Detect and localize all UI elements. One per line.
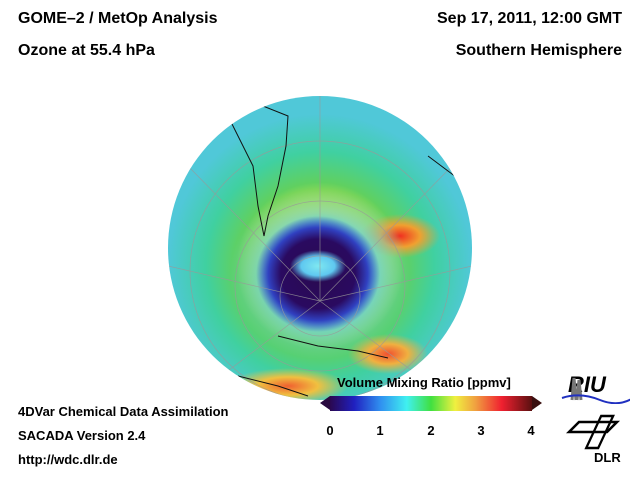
coastlines xyxy=(227,105,472,397)
colorbar-tick: 1 xyxy=(376,423,384,438)
graticule xyxy=(168,96,472,400)
footer-line-2: SACADA Version 2.4 xyxy=(18,428,146,443)
map-subtitle: Ozone at 55.4 hPa xyxy=(18,42,155,59)
colorbar-low-arrow xyxy=(320,396,330,410)
colorbar-tick: 4 xyxy=(527,423,535,438)
colorbar-label: Volume Mixing Ratio [ppmv] xyxy=(337,375,511,390)
footer-url: http://wdc.dlr.de xyxy=(18,452,118,467)
footer-line-1: 4DVar Chemical Data Assimilation xyxy=(18,404,229,419)
colorbar-tick: 3 xyxy=(477,423,485,438)
datetime: Sep 17, 2011, 12:00 GMT xyxy=(437,10,622,27)
colorbar-tick: 2 xyxy=(427,423,435,438)
map-title: GOME–2 / MetOp Analysis xyxy=(18,10,218,27)
dlr-logo-icon xyxy=(565,414,621,450)
colorbar-tick: 0 xyxy=(326,423,334,438)
ozone-globe-map xyxy=(168,96,472,400)
riu-logo-graphic xyxy=(561,377,630,404)
colorbar-high-arrow xyxy=(532,396,542,410)
region: Southern Hemisphere xyxy=(455,42,622,59)
dlr-logo-text: DLR xyxy=(594,450,621,465)
colorbar xyxy=(330,396,532,411)
